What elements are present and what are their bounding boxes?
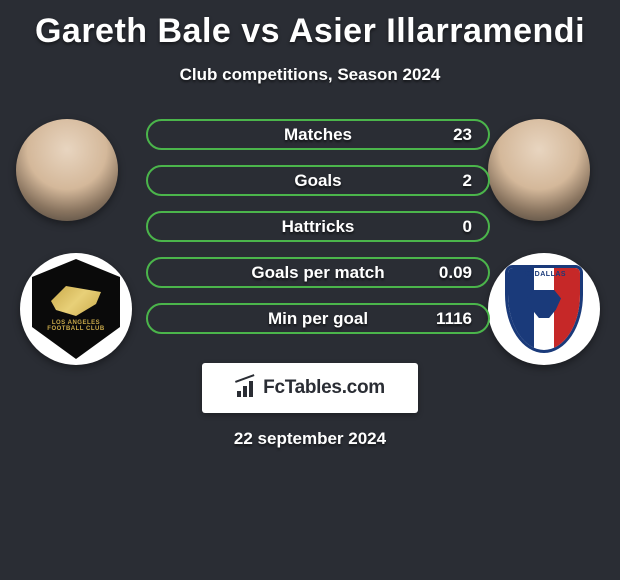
stat-label: Goals per match	[251, 263, 384, 283]
date-text: 22 september 2024	[8, 429, 612, 449]
stat-label: Matches	[284, 125, 352, 145]
page-title: Gareth Bale vs Asier Illarramendi	[8, 12, 612, 51]
player-left-club-badge: LOS ANGELESFOOTBALL CLUB	[20, 253, 132, 365]
brand-badge: FcTables.com	[202, 363, 418, 413]
stat-label: Min per goal	[268, 309, 368, 329]
content-area: LOS ANGELESFOOTBALL CLUB FC DALLAS Match…	[8, 119, 612, 369]
stat-label: Hattricks	[282, 217, 355, 237]
stat-row-goals-per-match: Goals per match 0.09	[146, 257, 490, 288]
stat-value: 1116	[436, 309, 472, 329]
stat-value: 0	[463, 217, 472, 237]
brand-text: FcTables.com	[263, 377, 385, 399]
stat-row-hattricks: Hattricks 0	[146, 211, 490, 242]
subtitle: Club competitions, Season 2024	[8, 65, 612, 85]
lafc-wing-icon	[51, 286, 101, 316]
stat-row-matches: Matches 23	[146, 119, 490, 150]
stat-value: 2	[463, 171, 472, 191]
player-right-avatar	[488, 119, 590, 221]
stat-value: 23	[453, 125, 472, 145]
player-left-avatar	[16, 119, 118, 221]
stat-row-min-per-goal: Min per goal 1116	[146, 303, 490, 334]
fcdallas-text: FC DALLAS	[508, 271, 580, 278]
fcdallas-stripe-red	[554, 268, 580, 350]
player-right-club-badge: FC DALLAS	[488, 253, 600, 365]
stats-list: Matches 23 Goals 2 Hattricks 0 Goals per…	[146, 119, 490, 349]
lafc-text: LOS ANGELESFOOTBALL CLUB	[47, 320, 104, 332]
stat-label: Goals	[294, 171, 341, 191]
stat-row-goals: Goals 2	[146, 165, 490, 196]
stat-value: 0.09	[439, 263, 472, 283]
comparison-card: Gareth Bale vs Asier Illarramendi Club c…	[0, 0, 620, 369]
fctables-chart-icon	[235, 379, 257, 397]
fcdallas-stripe-blue	[508, 268, 534, 350]
